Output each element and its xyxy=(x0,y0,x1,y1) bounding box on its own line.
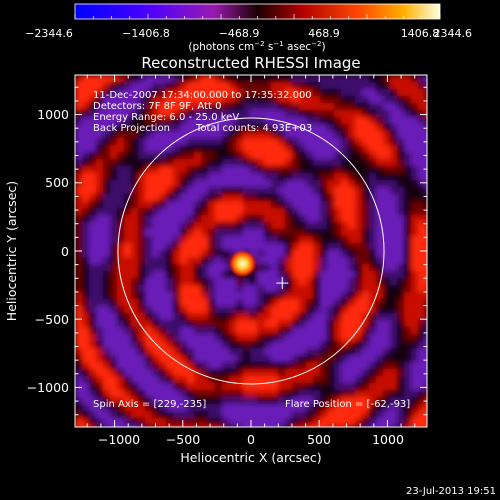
colorbar-tick-label: 468.9 xyxy=(308,27,340,40)
colorbar-tick-label: 2344.6 xyxy=(434,27,473,40)
chart-title: Reconstructed RHESSI Image xyxy=(141,54,360,72)
colorbar-tick-label: −2344.6 xyxy=(25,27,73,40)
x-tick-label: 1000 xyxy=(372,432,404,447)
y-axis-label: Heliocentric Y (arcsec) xyxy=(4,181,19,321)
annotation-time-range: 11-Dec-2007 17:34:00.000 to 17:35:32.000 xyxy=(93,90,312,101)
colorbar-tick-label: 1406.8 xyxy=(401,27,440,40)
colorbar-ticks xyxy=(74,14,441,19)
y-tick-label: −1000 xyxy=(27,380,69,395)
annotation-detectors: Detectors: 7F 8F 9F, Att 0 xyxy=(93,101,221,112)
x-tick-label: −1000 xyxy=(98,432,140,447)
annotation-energy-range: Energy Range: 6.0 - 25.0 keV xyxy=(93,112,239,123)
axis-ticks xyxy=(75,75,427,427)
x-tick-label: 500 xyxy=(307,432,331,447)
x-tick-label: −500 xyxy=(166,432,200,447)
y-tick-label: −500 xyxy=(35,312,69,327)
colorbar-tick-label: −468.9 xyxy=(219,27,260,40)
footer-timestamp: 23-Jul-2013 19:51 xyxy=(406,486,496,497)
y-tick-label: 500 xyxy=(45,175,69,190)
colorbar-units: (photons cm−2 s−1 asec−2) xyxy=(188,40,325,53)
y-tick-label: 1000 xyxy=(37,107,69,122)
annotation-method: Back Projection xyxy=(93,123,170,134)
flare-source xyxy=(228,249,257,278)
x-axis-label: Heliocentric X (arcsec) xyxy=(180,450,321,465)
annotation-total-counts: Total counts: 4.93E+03 xyxy=(195,123,312,134)
colorbar-tick-label: −1406.8 xyxy=(122,27,170,40)
annotation-flare-position: Flare Position = [-62,-93] xyxy=(285,399,410,410)
spin-axis-marker xyxy=(276,277,289,290)
solar-limb-circle xyxy=(117,117,385,385)
x-tick-label: 0 xyxy=(247,432,255,447)
y-tick-label: 0 xyxy=(61,244,69,259)
annotation-spin-axis: Spin Axis = [229,-235] xyxy=(93,399,206,410)
